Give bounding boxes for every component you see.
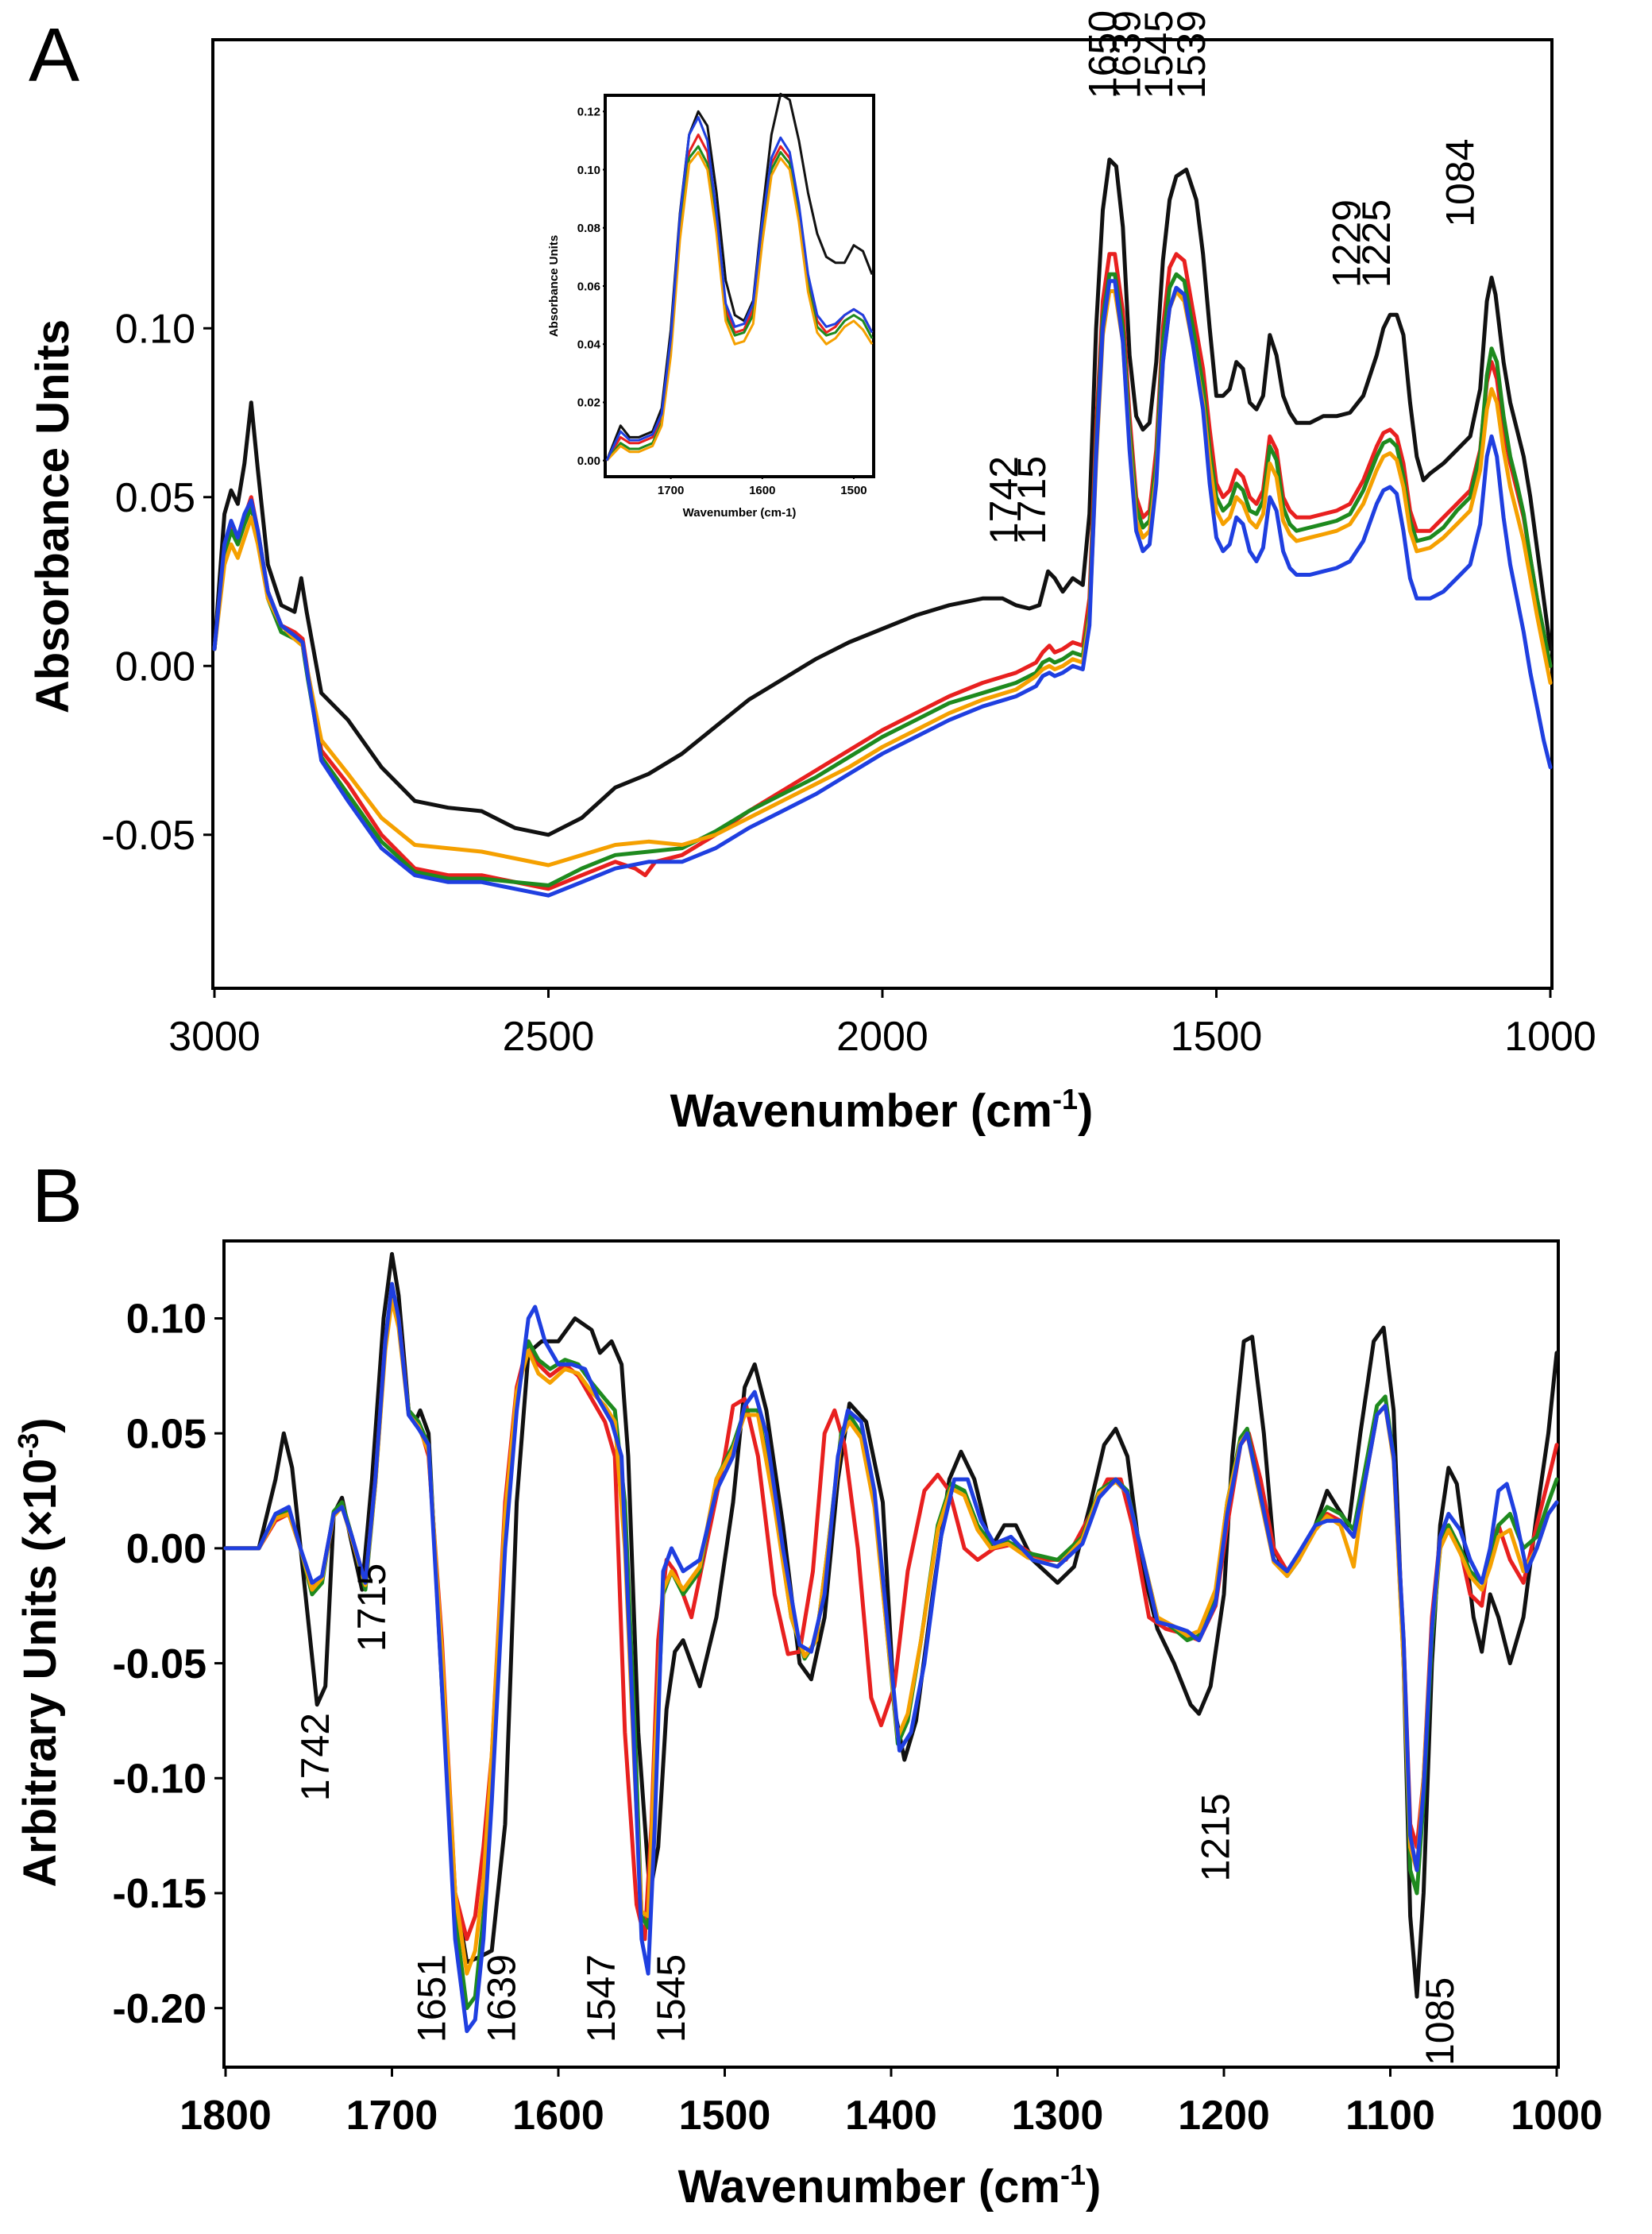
inset-series	[605, 92, 874, 462]
panel-a-series-red	[212, 252, 1553, 891]
inset-x-axis-title: Wavenumber (cm-1)	[683, 506, 797, 520]
panel-b-annotation-1545: 1545	[649, 1954, 693, 2043]
panel-b-annotation-1639: 1639	[480, 1954, 524, 2043]
panel-b-annotation-1742: 1742	[293, 1713, 338, 1801]
inset-y-ticks: 0.00 0.02 0.04 0.06 0.08 0.10 0.12	[577, 106, 607, 468]
inset-series-orange	[605, 151, 874, 462]
panel-a-annotation-1084: 1084	[1438, 139, 1482, 227]
panel-b-x-tick-label: 1200	[1178, 2093, 1270, 2139]
panel-a-y-tick-label: 0.05	[115, 475, 195, 521]
inset-y-tick-label: 0.04	[577, 338, 601, 351]
panel-a-annotation-1639: 1639	[1105, 10, 1149, 99]
panel-a-series-blue	[212, 279, 1553, 898]
panel-b-x-axis-title: Wavenumber (cm-1)	[678, 2159, 1102, 2213]
panel-a-series	[212, 157, 1553, 898]
inset-y-tick-label: 0.12	[577, 106, 600, 119]
panel-b-x-tick-label: 1800	[179, 2093, 272, 2139]
panel-a-annotation-1715: 1715	[1009, 456, 1054, 544]
panel-a-x-tick-label: 1000	[1504, 1014, 1596, 1060]
panel-b-y-tick-label: -0.10	[112, 1756, 206, 1802]
panel-b-series	[223, 1252, 1559, 2034]
panel-a-x-tick-label: 1500	[1171, 1014, 1263, 1060]
panel-a-label: A	[29, 13, 79, 98]
panel-a-series-orange	[212, 289, 1553, 868]
inset-x-tick-label: 1500	[840, 484, 867, 497]
panel-a-y-tick-label: 0.10	[115, 306, 195, 352]
panel-b-y-tick-label: 0.10	[126, 1297, 206, 1343]
inset-y-tick-label: 0.10	[577, 164, 600, 177]
panel-b-y-ticks: 0.10 0.05 0.00 -0.05 -0.10 -0.15 -0.20	[112, 1297, 226, 2032]
inset-y-tick-label: 0.08	[577, 222, 600, 235]
panel-a-x-ticks: 3000 2500 2000 1500 1000	[168, 987, 1596, 1060]
inset-x-tick-label: 1600	[749, 484, 775, 497]
inset-series-blue	[605, 116, 874, 462]
panel-b-x-tick-label: 1600	[512, 2093, 604, 2139]
panel-b-y-tick-label: 0.05	[126, 1411, 206, 1457]
panel-a-annotation-1539: 1539	[1169, 10, 1214, 99]
panel-a-y-tick-label: -0.05	[101, 813, 195, 859]
panel-b-y-tick-label: -0.15	[112, 1871, 206, 1917]
panel-b-series-black	[223, 1252, 1559, 1999]
panel-a-x-axis-title: Wavenumber (cm-1)	[670, 1083, 1094, 1137]
panel-a-annotation-1650: 1650	[1080, 10, 1125, 99]
panel-b-annotations: 1742 1715 1651 1639 1547 1545 1215 1085	[293, 1563, 1462, 2066]
panel-b-label: B	[32, 1154, 83, 1239]
panel-b: B 0.100.050.00-0.05-0.10-0.15-0.20 1800 1…	[12, 1154, 1603, 2213]
panel-b-y-tick-label: -0.05	[112, 1641, 206, 1687]
panel-b-series-blue	[223, 1281, 1559, 2034]
inset-y-axis-title: Absorbance Units	[547, 235, 561, 337]
panel-a-x-tick-label: 3000	[168, 1014, 261, 1060]
panel-b-annotation-1085: 1085	[1418, 1977, 1462, 2066]
inset-y-tick-label: 0.02	[577, 396, 600, 410]
inset-frame	[604, 94, 875, 478]
panel-a: A 0.10 0.05 0.00 -0.05 3000 2500 2000 1500 1000…	[27, 10, 1596, 1137]
panel-a-y-axis-title: Absorbance Units	[27, 319, 79, 713]
panel-b-y-tick-label: 0.00	[126, 1526, 206, 1572]
inset-y-tick-label: 0.00	[577, 454, 600, 468]
panel-b-x-tick-label: 1000	[1511, 2093, 1603, 2139]
panel-b-y-tick-label: -0.20	[112, 1986, 206, 2032]
panel-a-annotation-1229: 1229	[1324, 199, 1368, 288]
panel-a-y-ticks: 0.10 0.05 0.00 -0.05	[101, 306, 214, 859]
panel-b-annotation-1547: 1547	[579, 1954, 623, 2043]
panel-a-x-tick-label: 2500	[503, 1014, 595, 1060]
panel-b-x-tick-label: 1400	[845, 2093, 937, 2139]
panel-b-y-axis-title: Arbitrary Units (×10-3)	[12, 1417, 66, 1887]
panel-a-inset: 0.00 0.02 0.04 0.06 0.08 0.10 0.12 1700 1600 150…	[547, 92, 875, 520]
inset-y-tick-label: 0.06	[577, 280, 600, 293]
panel-a-annotation-1225: 1225	[1354, 199, 1399, 288]
panel-b-annotation-1651: 1651	[410, 1954, 454, 2043]
inset-x-tick-label: 1700	[658, 484, 684, 497]
panel-b-x-tick-label: 1700	[346, 2093, 438, 2139]
panel-a-x-tick-label: 2000	[836, 1014, 928, 1060]
panel-b-x-tick-label: 1300	[1012, 2093, 1104, 2139]
panel-a-annotation-1545: 1545	[1137, 10, 1181, 99]
panel-a-y-tick-label: 0.00	[115, 644, 195, 690]
panel-b-annotation-1715: 1715	[349, 1563, 394, 1652]
panel-b-x-tick-label: 1500	[679, 2093, 771, 2139]
inset-series-red	[605, 133, 874, 462]
inset-series-black	[605, 92, 874, 462]
panel-a-annotation-1742: 1742	[982, 456, 1026, 544]
inset-x-ticks: 1700 1600 1500	[658, 475, 867, 497]
panel-b-x-ticks: 1800 1700 1600 1500 1400 1300 1200 1100 1000	[179, 2066, 1603, 2139]
panel-a-series-black	[212, 157, 1553, 837]
panel-b-x-tick-label: 1100	[1345, 2093, 1435, 2139]
panel-a-series-green	[212, 272, 1553, 887]
inset-series-green	[605, 145, 874, 462]
panel-b-annotation-1215: 1215	[1193, 1793, 1237, 1881]
